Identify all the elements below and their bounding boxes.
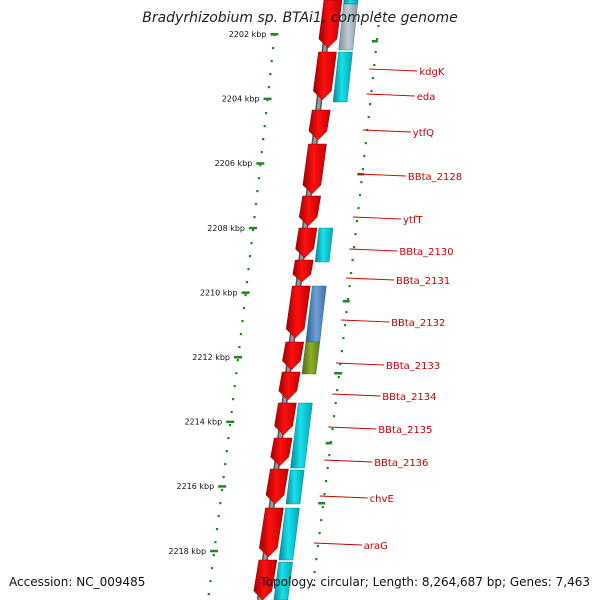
gene-label: kdgK	[369, 67, 445, 78]
forward-cds-arrow	[295, 227, 318, 259]
gene-label: BBta_2136	[324, 458, 428, 469]
ruler-tick-label: 2210 kbp	[200, 288, 238, 297]
ruler-tick: 2204 kbp	[222, 95, 272, 104]
gene-label: BBta_2135	[328, 425, 433, 436]
forward-cds-arrow	[270, 437, 293, 467]
ruler-tick: 2208 kbp	[207, 224, 257, 233]
gene-label-text: kdgK	[419, 67, 444, 78]
gene-label-text: BBta_2131	[396, 276, 450, 287]
gene-label: chvE	[319, 494, 394, 505]
ruler-tick-label: 2202 kbp	[229, 30, 267, 39]
ruler-tick: 2206 kbp	[215, 159, 265, 168]
forward-cds-arrow	[298, 195, 321, 227]
gene-label-text: chvE	[370, 494, 394, 505]
forward-cds-arrow	[313, 51, 337, 101]
gene-label-text: BBta_2128	[408, 172, 462, 183]
gene-label-text: BBta_2132	[391, 318, 445, 329]
ruler-tick-label: 2212 kbp	[192, 353, 230, 362]
ruler-tick-label: 2206 kbp	[215, 159, 253, 168]
forward-cds-arrow	[292, 259, 314, 283]
reverse-cds-block	[273, 561, 293, 600]
cds-features	[253, 0, 359, 600]
reverse-cds-block	[285, 469, 305, 505]
reverse-cds-block	[301, 341, 321, 375]
forward-cds-arrow	[265, 468, 289, 505]
forward-cds-arrow	[308, 109, 331, 141]
gene-label: araG	[313, 541, 388, 552]
forward-cds-arrow	[274, 402, 297, 436]
forward-cds-arrow	[282, 341, 305, 371]
reverse-cds-block	[314, 227, 334, 263]
accession-text: Accession: NC_009485	[9, 575, 146, 589]
topology-text: Topology: circular; Length: 8,264,687 bp…	[260, 575, 590, 589]
ruler-tick-label: 2214 kbp	[184, 418, 222, 427]
ruler-tick: 2218 kbp	[168, 547, 219, 556]
gene-label: BBta_2128	[357, 172, 462, 183]
gene-label-text: ytfT	[403, 215, 423, 226]
ruler-tick: 2216 kbp	[176, 482, 227, 491]
gene-label-text: BBta_2130	[399, 247, 453, 258]
ruler-tick-label: 2216 kbp	[176, 482, 214, 491]
forward-cds-arrow	[259, 507, 284, 558]
reverse-cds-block	[290, 402, 313, 469]
forward-cds-arrow	[302, 143, 327, 195]
gene-label: BBta_2130	[349, 247, 454, 258]
gene-labels: kdgK eda ytfQ BBta_2128 ytfT BBta_2130 BBta_21…	[313, 67, 462, 552]
gene-label-text: eda	[417, 92, 436, 103]
kbp-ruler: 2202 kbp 2204 kbp 2206 kbp 2208 kbp 2210 kbp…	[168, 30, 279, 596]
ruler-tick: 2212 kbp	[192, 353, 242, 362]
ruler-tick-label: 2218 kbp	[168, 547, 206, 556]
gene-label-text: BBta_2133	[386, 361, 440, 372]
gene-label: BBta_2132	[341, 318, 445, 329]
gene-label-text: BBta_2136	[374, 458, 428, 469]
gene-label-text: araG	[364, 541, 388, 552]
forward-cds-arrow	[318, 0, 343, 49]
ruler-tick: 2202 kbp	[229, 30, 279, 39]
gc-skew-track	[311, 12, 381, 587]
gene-label: BBta_2133	[335, 361, 440, 372]
ruler-tick-label: 2204 kbp	[222, 95, 260, 104]
reverse-cds-block	[338, 3, 358, 51]
gene-label-text: ytfQ	[413, 128, 434, 139]
gene-label-text: BBta_2134	[382, 392, 436, 403]
ruler-tick: 2210 kbp	[200, 288, 250, 297]
reverse-cds-block	[343, 0, 359, 5]
ruler-tick-label: 2208 kbp	[207, 224, 245, 233]
map-title: Bradyrhizobium sp. BTAi1, complete genom…	[142, 10, 458, 26]
reverse-cds-block	[278, 507, 300, 561]
reverse-cds-block	[332, 51, 353, 103]
forward-cds-arrow	[285, 285, 311, 339]
gene-label: BBta_2134	[332, 392, 437, 403]
forward-cds-arrow	[278, 371, 301, 401]
gene-label: ytfT	[352, 215, 423, 226]
gene-label-text: BBta_2135	[378, 425, 432, 436]
gene-label: BBta_2131	[345, 276, 450, 287]
gene-label: ytfQ	[362, 128, 434, 139]
forward-cds-arrow	[253, 559, 278, 600]
gene-label: eda	[366, 92, 436, 103]
ruler-tick: 2214 kbp	[184, 418, 235, 427]
